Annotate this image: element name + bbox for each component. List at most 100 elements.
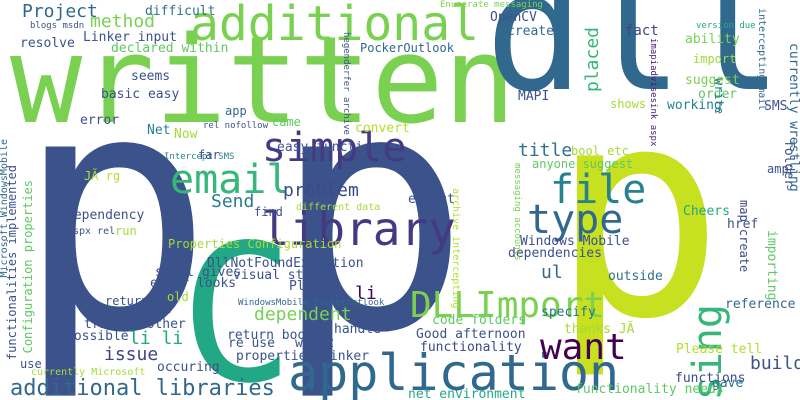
word-pockeroutlook: PockerOutlook — [360, 41, 454, 55]
word-method: method — [90, 11, 156, 32]
word-seems: seems — [131, 69, 171, 84]
word-rel-nofollow: rel nofollow — [203, 121, 269, 131]
word-p-right: p — [550, 46, 725, 383]
word-now: Now — [174, 127, 198, 142]
word-windows-mobile: Windows Mobile — [520, 234, 630, 249]
word-library: library — [262, 202, 456, 256]
word-order: order — [698, 87, 738, 102]
word-fact: fact — [625, 23, 659, 39]
word-properties-configuration: Properties Configuration — [168, 237, 342, 251]
word-currently-wrestling: currently wrestling — [786, 43, 800, 192]
word-shows: shows — [610, 97, 647, 111]
word-problem: problem — [283, 180, 359, 201]
word-functionalities-implemented: functionalities implemented — [5, 165, 19, 361]
word-resolve: resolve — [20, 36, 75, 51]
word-suggest: suggest — [685, 73, 740, 88]
word-opencv: OpenCV — [490, 10, 537, 25]
word-handle: handle — [334, 322, 381, 337]
word-want: want — [540, 327, 627, 368]
word-linker-input: Linker input — [83, 30, 177, 45]
word-occuring: occuring — [157, 360, 220, 375]
word-dllnotfoundexception: DllNotFoundException — [207, 256, 364, 271]
word-placed: placed — [582, 27, 603, 93]
word-currently-microsoft: currently Microsoft — [31, 367, 146, 378]
word-send: Send — [211, 191, 255, 212]
word-came: came — [272, 115, 301, 129]
word-tried-another: tried another — [84, 317, 186, 332]
word-project: Project — [22, 1, 98, 22]
word-importing: importing — [764, 230, 779, 301]
word-properties-linker: properties Linker — [236, 349, 370, 364]
word-reference: reference — [725, 297, 796, 312]
word-messaging-accounts: messaging accounts — [512, 163, 522, 261]
word-folder: folder — [781, 140, 796, 187]
word-intercepting-mail: intercepting mail — [756, 8, 767, 111]
word-functions: functions — [675, 371, 746, 386]
word-declared-within: declared within — [111, 41, 229, 56]
word-outside: outside — [608, 269, 663, 284]
word-win32: win32 — [295, 336, 335, 351]
word-error-looks: error looks — [150, 276, 237, 291]
word-functionality: functionality — [420, 340, 522, 355]
word-dependency: dependency — [66, 208, 145, 223]
word-basic-easy: basic easy — [101, 87, 180, 102]
word-p-center: p — [272, 21, 471, 400]
word-specify: specify — [541, 305, 596, 320]
word-still-gives: still gives — [155, 265, 242, 280]
word-map-create: map create — [737, 200, 751, 273]
word-create: create — [507, 24, 554, 39]
word-hegenderfer-archive: hegenderfer archive — [341, 32, 351, 135]
word-convert: convert — [355, 121, 410, 136]
word-expect: expect — [408, 192, 455, 207]
word-possible: possible — [66, 329, 129, 344]
word-anyone-suggest: anyone suggest — [532, 157, 634, 171]
word-net-environment: net environment — [408, 387, 526, 400]
word-lib: lib — [103, 306, 125, 320]
word-file: file — [550, 167, 647, 213]
word-net: Net — [147, 123, 171, 138]
word-blogs-msdn: blogs msdn — [30, 21, 85, 31]
word-type: type — [527, 197, 624, 243]
word-additional: additional — [190, 0, 479, 52]
word-written: written — [10, 12, 516, 151]
word-configuration-properties: Configuration properties — [21, 180, 35, 354]
word-please: Please — [289, 279, 336, 294]
word-return: return — [105, 294, 149, 308]
word-functionality-needs: functionality needs — [575, 382, 724, 397]
word-visual-studio: visual studio — [233, 268, 335, 283]
word-different-data: different data — [296, 202, 381, 213]
word-write: write — [712, 78, 726, 115]
word-li-li: li li — [129, 328, 184, 349]
word-li: li — [355, 283, 377, 304]
word-title: title — [518, 140, 573, 161]
word-easy-functions: easy functions — [277, 140, 387, 155]
word-return-bool: return bool — [227, 328, 314, 343]
word-archive-intercepting: archive intercepting — [450, 188, 461, 309]
word-dll: dll — [485, 0, 784, 128]
word-email: email — [170, 157, 291, 203]
word-please-tell: Please tell — [676, 342, 763, 357]
word-import: import — [693, 52, 737, 66]
word-bool-etc: bool etc — [571, 144, 629, 158]
word-issue: issue — [104, 344, 159, 365]
word-cheers: Cheers — [683, 204, 730, 219]
word-href: href — [727, 217, 759, 232]
word-amp: amp — [767, 162, 789, 176]
word-dependent: dependent — [254, 304, 352, 325]
word-enumerate-messaging: Enumerate messaging — [440, 0, 543, 10]
word-far: far — [198, 148, 220, 162]
word-re-use: re use — [228, 336, 275, 351]
word-windowsmobile-pocketoutlook: WindowsMobile PocketOutlook — [238, 298, 385, 308]
word-add: add — [148, 302, 172, 317]
word-dllimport: DLLImport — [410, 285, 606, 326]
word-version-due: version due — [696, 21, 756, 31]
word-p-left: p — [15, 21, 214, 400]
word-thanks: thanks JÃ — [564, 322, 635, 337]
word-ability: ability — [685, 32, 740, 47]
word-jorg: JÃ rg — [84, 169, 121, 183]
word-simple: simple — [262, 125, 407, 171]
word-app: app — [225, 104, 247, 118]
word-good-afternoon: Good afternoon — [416, 327, 526, 342]
word-dependencies: dependencies — [508, 246, 602, 261]
